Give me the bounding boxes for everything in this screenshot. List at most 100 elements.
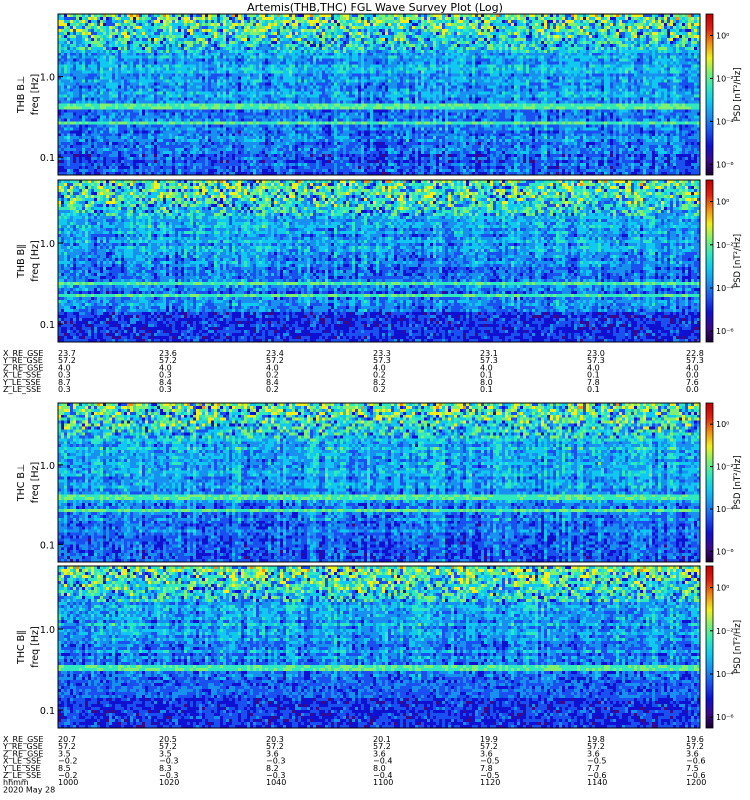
spectrogram-cell (637, 50, 640, 53)
spectrogram-cell (415, 17, 418, 20)
spectrogram-cell (166, 29, 169, 32)
spectrogram-cell (73, 17, 76, 20)
spectrogram-cell (355, 23, 358, 26)
spectrogram-cell (529, 41, 532, 44)
spectrogram-cell (175, 17, 178, 20)
spectrogram-cell (313, 32, 316, 35)
spectrogram-cell (94, 17, 97, 20)
spectrogram-cell (382, 35, 385, 38)
spectrogram-cell (403, 44, 406, 47)
spectrogram-cell (490, 23, 493, 26)
spectrogram-cell (463, 26, 466, 29)
spectrogram-cell (283, 17, 286, 20)
spectrogram-cell (121, 44, 124, 47)
spectrogram-cell (94, 26, 97, 29)
spectrogram-cell (553, 44, 556, 47)
spectrogram-cell (472, 47, 475, 50)
spectrogram-cell (394, 29, 397, 32)
spectrogram-cell (670, 47, 673, 50)
spectrogram-cell (535, 29, 538, 32)
spectrogram-cell (397, 35, 400, 38)
spectrogram-cell (541, 17, 544, 20)
spectrogram-cell (76, 23, 79, 26)
spectrogram-cell (619, 50, 622, 53)
spectrogram-cell (184, 38, 187, 41)
spectrogram-cell (493, 32, 496, 35)
spectrogram-cell (97, 38, 100, 41)
spectrogram-cell (253, 17, 256, 20)
spectrogram-cell (373, 29, 376, 32)
spectrogram-cell (454, 32, 457, 35)
spectrogram-cell (418, 41, 421, 44)
spectrogram-cell (76, 35, 79, 38)
spectrogram-cell (406, 32, 409, 35)
spectrogram-cell (187, 38, 190, 41)
spectrogram-cell (610, 35, 613, 38)
spectrogram-cell (121, 35, 124, 38)
spectrogram-cell (289, 26, 292, 29)
spectrogram-cell (460, 23, 463, 26)
spectrogram-cell (343, 44, 346, 47)
spectrogram-cell (205, 47, 208, 50)
spectrogram-cell (604, 32, 607, 35)
spectrogram-cell (448, 50, 451, 53)
spectrogram-cell (322, 41, 325, 44)
spectrogram-cell (307, 50, 310, 53)
spectrogram-cell (406, 44, 409, 47)
spectrogram-cell (553, 32, 556, 35)
spectrogram-cell (166, 14, 169, 17)
spectrogram-cell (304, 20, 307, 23)
spectrogram-cell (325, 26, 328, 29)
spectrogram-cell (142, 44, 145, 47)
spectrogram-cell (451, 41, 454, 44)
spectrogram-cell (109, 26, 112, 29)
spectrogram-cell (262, 44, 265, 47)
spectrogram-cell (214, 50, 217, 53)
spectrogram-cell (448, 32, 451, 35)
spectrogram-cell (328, 17, 331, 20)
spectrogram-cell (568, 20, 571, 23)
spectrogram-cell (160, 38, 163, 41)
spectrogram-cell (235, 23, 238, 26)
spectrogram-cell (241, 23, 244, 26)
spectrogram-cell (679, 35, 682, 38)
spectrogram-cell (136, 23, 139, 26)
spectrogram-cell (691, 44, 694, 47)
spectrogram-cell (445, 35, 448, 38)
spectrogram-cell (517, 44, 520, 47)
spectrogram-cell (343, 20, 346, 23)
spectrogram-cell (550, 44, 553, 47)
spectrogram-cell (427, 47, 430, 50)
spectrogram-cell (442, 47, 445, 50)
spectrogram-cell (610, 38, 613, 41)
spectrogram-cell (295, 14, 298, 17)
spectrogram-cell (664, 41, 667, 44)
spectrogram-cell (256, 32, 259, 35)
spectrogram-cell (79, 20, 82, 23)
spectrogram-cell (64, 35, 67, 38)
spectrogram-cell (574, 32, 577, 35)
spectrogram-cell (442, 44, 445, 47)
spectrogram-cell (286, 47, 289, 50)
spectrogram-cell (148, 35, 151, 38)
spectrogram-cell (82, 32, 85, 35)
spectrogram-cell (349, 35, 352, 38)
spectrogram-cell (208, 44, 211, 47)
spectrogram-cell (646, 17, 649, 20)
spectrogram-cell (646, 47, 649, 50)
spectrogram-cell (97, 50, 100, 53)
spectrogram-cell (355, 38, 358, 41)
spectrogram-cell (115, 47, 118, 50)
spectrogram-cell (388, 41, 391, 44)
spectrogram-cell (316, 20, 319, 23)
spectrogram-cell (481, 26, 484, 29)
spectrogram-cell (358, 29, 361, 32)
spectrogram-cell (445, 47, 448, 50)
spectrogram-cell (559, 50, 562, 53)
spectrogram-cell (121, 23, 124, 26)
spectrogram-cell (589, 26, 592, 29)
spectrogram-cell (568, 35, 571, 38)
spectrogram-cell (631, 29, 634, 32)
spectrogram-cell (253, 38, 256, 41)
spectrogram-cell (304, 29, 307, 32)
